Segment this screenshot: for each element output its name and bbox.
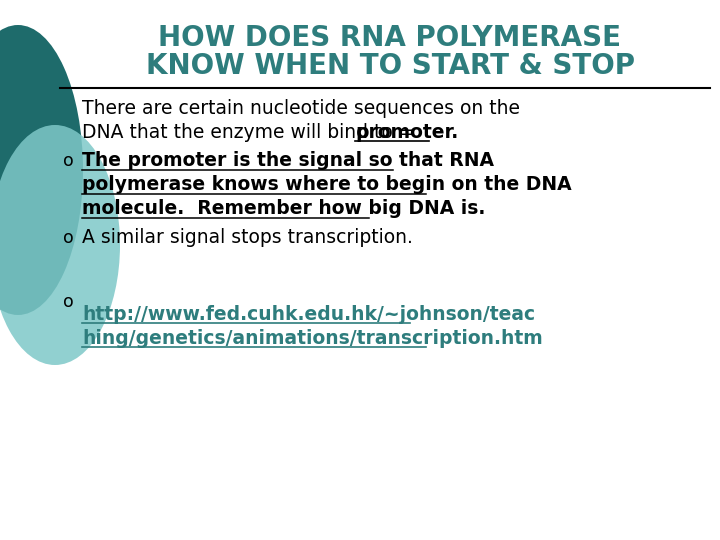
Text: promoter.: promoter. — [355, 123, 458, 141]
Text: o: o — [63, 152, 73, 170]
Text: The promoter is the signal so that RNA: The promoter is the signal so that RNA — [82, 151, 494, 170]
Text: DNA that the enzyme will bind to =: DNA that the enzyme will bind to = — [82, 123, 420, 141]
Text: KNOW WHEN TO START & STOP: KNOW WHEN TO START & STOP — [145, 52, 634, 80]
Text: hing/genetics/animations/transcription.htm: hing/genetics/animations/transcription.h… — [82, 329, 543, 348]
Text: o: o — [63, 293, 73, 312]
Text: There are certain nucleotide sequences on the: There are certain nucleotide sequences o… — [82, 98, 520, 118]
Text: o: o — [63, 228, 73, 247]
Text: HOW DOES RNA POLYMERASE: HOW DOES RNA POLYMERASE — [158, 24, 621, 52]
Text: http://www.fed.cuhk.edu.hk/~johnson/teac: http://www.fed.cuhk.edu.hk/~johnson/teac — [82, 305, 535, 324]
Text: polymerase knows where to begin on the DNA: polymerase knows where to begin on the D… — [82, 176, 572, 194]
Text: molecule.  Remember how big DNA is.: molecule. Remember how big DNA is. — [82, 199, 485, 218]
Ellipse shape — [0, 125, 120, 365]
Ellipse shape — [0, 25, 83, 315]
Text: A similar signal stops transcription.: A similar signal stops transcription. — [82, 228, 413, 247]
